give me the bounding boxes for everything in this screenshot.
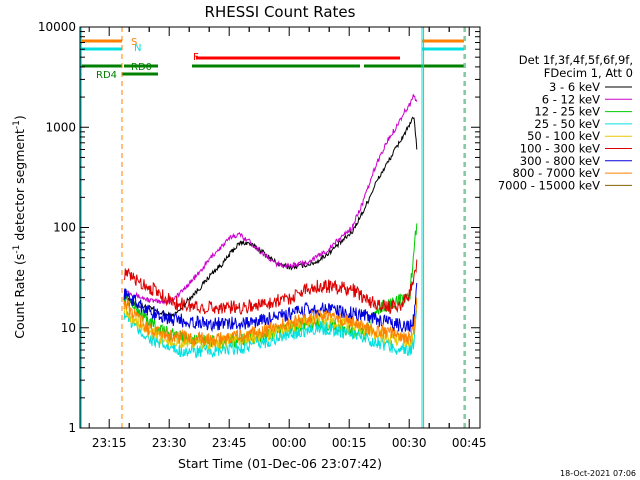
legend-label-25-50-kev: 25 - 50 keV <box>534 117 600 131</box>
flag-s-label: S <box>131 37 137 48</box>
legend-header-line-2: FDecim 1, Att 0 <box>544 66 633 80</box>
legend-label-7000-15000-kev: 7000 - 15000 keV <box>498 178 600 192</box>
flag-f-label: F <box>193 52 199 63</box>
x-axis-label: Start Time (01-Dec-06 23:07:42) <box>178 456 382 471</box>
legend-label-12-25-kev: 12 - 25 keV <box>534 105 600 119</box>
legend-label-300-800-kev: 300 - 800 keV <box>520 154 600 168</box>
x-tick-label: 00:30 <box>392 436 427 450</box>
instrument-flag-bars: SN F RD0 RD4 <box>80 37 464 81</box>
y-tick-label: 10000 <box>38 20 76 34</box>
series-line-100-300-kev <box>123 259 418 315</box>
y-tick-label: 100 <box>53 221 76 235</box>
series-line-3-6-kev <box>123 116 418 319</box>
legend-label-100-300-kev: 100 - 300 keV <box>520 142 600 156</box>
series-line-300-800-kev <box>123 282 418 333</box>
x-tick-label: 23:30 <box>152 436 187 450</box>
y-axis-label: Count Rate (s-1 detector segment-1) <box>12 115 27 339</box>
series-line-800-7000-kev <box>123 297 418 347</box>
legend-header-line-1: Det 1f,3f,4f,5f,6f,9f, <box>519 53 633 67</box>
x-tick-label: 23:15 <box>92 436 127 450</box>
count-rate-series <box>123 94 418 359</box>
generation-timestamp: 18-Oct-2021 07:06 <box>560 469 636 478</box>
x-axis-ticks: 23:15 23:30 23:45 00:00 00:15 00:30 00:45 <box>88 27 487 450</box>
legend-label-6-12-kev: 6 - 12 keV <box>542 92 600 106</box>
chart-title: RHESSI Count Rates <box>205 3 356 21</box>
x-tick-label: 23:45 <box>212 436 247 450</box>
series-line-25-50-kev <box>123 310 418 359</box>
x-tick-label: 00:00 <box>272 436 307 450</box>
y-axis-ticks: 1 10 100 1000 10000 <box>38 20 480 435</box>
flag-n-label: N <box>134 43 141 54</box>
flag-rd0-label: RD0 <box>131 62 152 73</box>
y-tick-label: 1 <box>68 421 76 435</box>
chart-legend: Det 1f,3f,4f,5f,6f,9f, FDecim 1, Att 0 3… <box>498 53 633 192</box>
legend-label-800-7000-kev: 800 - 7000 keV <box>512 166 600 180</box>
legend-label-3-6-kev: 3 - 6 keV <box>549 80 600 94</box>
vertical-time-markers <box>80 27 466 428</box>
plot-frame <box>79 26 481 429</box>
legend-label-50-100-kev: 50 - 100 keV <box>527 129 600 143</box>
flag-rd4-label: RD4 <box>96 70 117 81</box>
y-tick-label: 1000 <box>45 120 76 134</box>
x-tick-label: 00:45 <box>452 436 487 450</box>
series-line-6-12-kev <box>124 94 418 306</box>
y-tick-label: 10 <box>61 321 76 335</box>
x-tick-label: 00:15 <box>332 436 367 450</box>
